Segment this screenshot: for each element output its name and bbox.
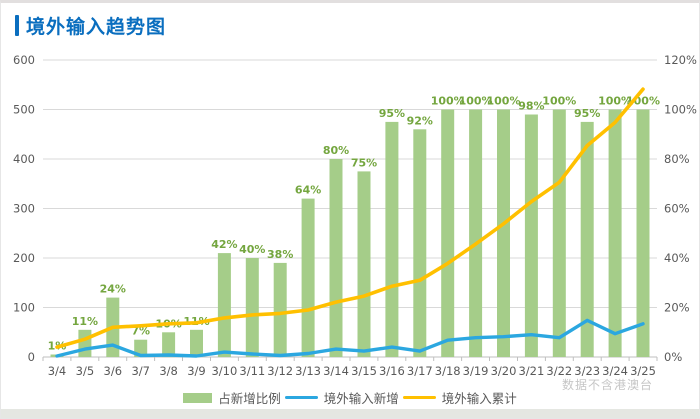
page-header: 境外输入趋势图 [15, 12, 166, 39]
bar [162, 332, 176, 358]
bar [497, 109, 510, 357]
x-axis-label: 3/7 [131, 364, 150, 378]
bar [385, 121, 399, 358]
bar [441, 109, 455, 357]
legend-item-new-line: 境外输入新增 [284, 388, 399, 407]
chart-legend: 占新增比例 境外输入新增 境外输入累计 [1, 388, 699, 407]
trend-chart: 0 100 200 300 400 500 600 0% 20% 40% 60% 80% 100% 120… [13, 53, 697, 378]
right-axis-tick-label: 120% [664, 53, 697, 67]
legend-item-cum-line: 境外输入累计 [402, 388, 517, 407]
x-axis-label: 3/4 [48, 364, 67, 378]
bar [524, 114, 538, 357]
x-axis-label: 3/15 [351, 364, 377, 378]
x-axis-labels: 3/4 3/5 3/6 3/7 3/8 3/9 3/10 3/11 3/12 3/13 3/14 3/… [48, 364, 656, 378]
left-axis-tick-label: 100 [13, 301, 35, 315]
title-accent-bar [15, 15, 19, 36]
bar [78, 329, 92, 357]
bar-value-label: 80% [323, 144, 349, 157]
bar-swatch-icon [183, 392, 213, 403]
data-scope-note: 数据不含港澳台 [561, 378, 653, 392]
bar [469, 109, 483, 357]
bar-value-label: 40% [239, 243, 265, 256]
legend-label: 境外输入累计 [441, 391, 517, 406]
bar [190, 329, 203, 357]
x-axis-label: 3/20 [491, 364, 517, 378]
x-axis-label: 3/12 [267, 364, 293, 378]
left-axis-tick-labels: 0 100 200 300 400 500 600 [13, 53, 35, 364]
right-axis-tick-labels: 0% 20% 40% 60% 80% 100% 120% [664, 53, 697, 364]
x-axis-label: 3/10 [211, 364, 237, 378]
x-axis-label: 3/16 [379, 364, 405, 378]
left-axis-tick-label: 200 [13, 251, 35, 265]
bar-value-label: 100% [487, 95, 521, 108]
bar-value-label: 92% [407, 114, 433, 127]
bar-series [50, 109, 650, 358]
left-axis-tick-label: 600 [13, 53, 35, 67]
x-axis-label: 3/13 [295, 364, 321, 378]
bar-value-label: 24% [100, 283, 126, 296]
right-axis-tick-label: 0% [664, 350, 682, 364]
bar-value-label: 7% [131, 325, 150, 338]
bar-value-label: 100% [542, 95, 576, 108]
bar [329, 159, 343, 357]
legend-item-bar-series: 占新增比例 [183, 388, 281, 407]
cumulative-imported-line [55, 87, 645, 349]
bar-value-label: 38% [267, 248, 293, 261]
bar [273, 262, 287, 357]
right-axis-tick-label: 40% [664, 251, 690, 265]
left-axis-tick-label: 500 [13, 103, 35, 117]
x-axis-label: 3/5 [76, 364, 95, 378]
x-axis-label: 3/24 [602, 364, 628, 378]
x-axis-label: 3/19 [463, 364, 489, 378]
bar [301, 198, 315, 357]
bar-value-label: 75% [351, 156, 377, 169]
left-axis-tick-label: 0 [28, 350, 35, 364]
x-axis-label: 3/17 [407, 364, 433, 378]
x-axis-label: 3/22 [546, 364, 572, 378]
legend-label: 境外输入新增 [323, 391, 399, 406]
right-axis-tick-label: 100% [664, 103, 697, 117]
bottom-strip [1, 409, 699, 418]
bar [357, 171, 371, 357]
bar-value-label: 95% [379, 107, 405, 120]
x-axis-label: 3/8 [159, 364, 178, 378]
bar-value-label: 100% [431, 95, 465, 108]
bar [636, 109, 650, 357]
line-swatch-icon [402, 395, 436, 400]
bar-value-labels: 1%11%24%7%10% 11%42% 40% 38%64%80%75%95%92%… [48, 95, 660, 353]
bar-value-label: 95% [574, 107, 600, 120]
left-axis-tick-label: 400 [13, 152, 35, 166]
right-axis-tick-label: 60% [664, 202, 690, 216]
x-axis-label: 3/9 [187, 364, 206, 378]
bar-value-label: 100% [459, 95, 493, 108]
page-title: 境外输入趋势图 [26, 16, 167, 38]
right-axis-tick-label: 20% [664, 301, 690, 315]
x-axis-label: 3/6 [104, 364, 123, 378]
bar [217, 253, 231, 357]
bar [245, 258, 259, 357]
x-axis-label: 3/14 [323, 364, 349, 378]
line-swatch-icon [284, 395, 318, 400]
x-axis-label: 3/23 [574, 364, 600, 378]
bar-value-label: 42% [211, 238, 237, 251]
bar-value-label: 11% [72, 315, 98, 328]
legend-label: 占新增比例 [218, 391, 281, 406]
bar [552, 109, 566, 357]
x-axis-label: 3/11 [239, 364, 265, 378]
x-axis-ticks [42, 357, 658, 361]
bar-value-label: 100% [598, 95, 632, 108]
bar [608, 109, 622, 357]
bar [413, 129, 427, 357]
bar [580, 121, 594, 358]
x-axis-label: 3/25 [630, 364, 656, 378]
x-axis-label: 3/21 [518, 364, 544, 378]
bar-value-label: 98% [518, 100, 544, 113]
bar-value-label: 64% [295, 184, 321, 197]
right-axis-tick-label: 80% [664, 152, 690, 166]
x-axis-label: 3/18 [435, 364, 461, 378]
left-axis-tick-label: 300 [13, 202, 35, 216]
new-imported-line [55, 318, 645, 358]
